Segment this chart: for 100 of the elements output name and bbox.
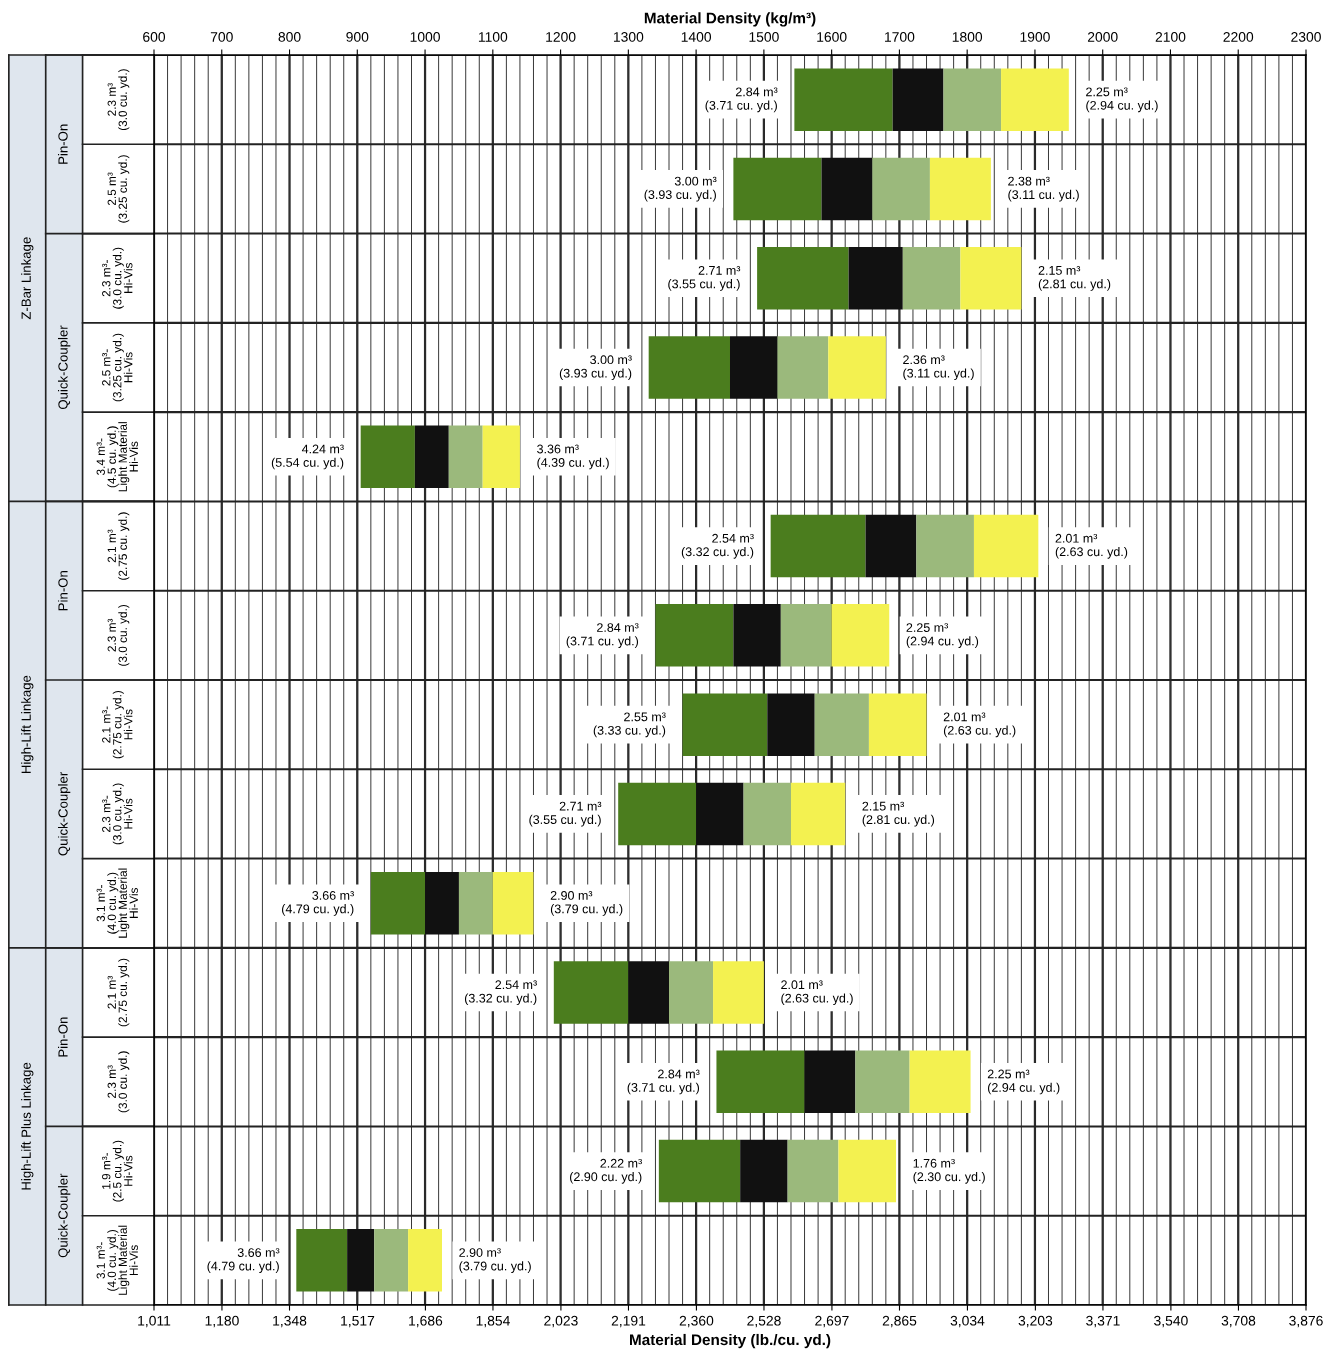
text: Quick-Coupler: [57, 1173, 71, 1258]
annotation: 2.25 m³ (2.94 cu. yd.): [906, 623, 979, 648]
bar: [658, 1139, 741, 1203]
x-tick-label: 900: [346, 32, 369, 42]
annotation: 2.55 m³ (3.33 cu. yd.): [593, 712, 666, 738]
bar: [973, 514, 1039, 578]
x-tick-label: 1400: [681, 32, 712, 42]
annotation: 2.71 m³ (3.55 cu. yd.): [668, 265, 741, 291]
text: Pin-On: [57, 1017, 68, 1057]
bar: [482, 425, 520, 489]
y-tick-label: 1.9 m³- (2.5 cu. yd.) Hi-Vis: [102, 1140, 133, 1202]
annotation: 2.84 m³ (3.71 cu. yd.): [627, 1069, 700, 1095]
x-tick-label: 1700: [885, 32, 915, 42]
bar: [682, 693, 768, 756]
annotation: 3.66 m³ (4.79 cu. yd.): [282, 890, 354, 916]
text: Pin-On: [57, 124, 68, 164]
y-tick-label: 2.3 m³ (3.0 cu. yd.): [107, 69, 130, 131]
bar: [713, 961, 764, 1024]
y-tick-label: 2.3 m³- (3.0 cu. yd.) Hi-Vis: [102, 783, 133, 845]
bar: [374, 1229, 409, 1292]
bar: [943, 68, 1002, 131]
x2-tick-label: 2,528: [747, 1315, 781, 1328]
annotation: 2.01 m³ (2.63 cu. yd.): [943, 712, 1016, 738]
annotation: 2.71 m³ (3.55 cu. yd.): [529, 801, 602, 827]
x2-axis-title: Material Density (lb./cu. yd.): [630, 1333, 831, 1349]
annotation: 2.84 m³ (3.71 cu. yd.): [705, 87, 778, 113]
bar: [733, 157, 822, 221]
x2-tick-label: 1,686: [409, 1315, 443, 1328]
bar: [669, 961, 714, 1024]
bar: [618, 782, 697, 846]
annotation: 3.00 m³ (3.93 cu. yd.): [559, 355, 632, 381]
bar: [696, 782, 744, 846]
annotation: 2.36 m³ (3.11 cu. yd.): [903, 355, 974, 381]
y-tick-label: 3.4 m³- (4.5 cu. yd.) Light Material Hi-Vis: [96, 422, 138, 492]
x-tick-label: 800: [278, 32, 301, 42]
bar: [408, 1229, 442, 1292]
y-tick-label: 3.1 m³- (4.0 cu. yd.) Light Material Hi-Vis: [96, 868, 138, 938]
x2-tick-label: 1,011: [138, 1315, 171, 1328]
x-tick-label: 1900: [1020, 32, 1050, 42]
bar: [492, 871, 534, 935]
bar: [716, 1050, 805, 1114]
bar: [828, 336, 886, 399]
x-tick-label: 2100: [1155, 32, 1186, 42]
annotation: 2.54 m³ (3.32 cu. yd.): [464, 980, 537, 1006]
x2-tick-label: 3,708: [1221, 1315, 1256, 1328]
y-tick-label: 2.1 m³ (2.75 cu. yd.): [107, 512, 130, 580]
x2-tick-label: 3,876: [1289, 1315, 1323, 1328]
bar: [960, 246, 1022, 310]
bar: [821, 157, 873, 221]
bar: [655, 604, 734, 667]
bar: [360, 425, 415, 489]
bar: [458, 871, 493, 935]
x2-tick-label: 2,191: [611, 1315, 646, 1328]
bar: [648, 336, 730, 399]
annotation: 2.01 m³ (2.63 cu. yd.): [1055, 533, 1128, 559]
x-tick-label: 1300: [613, 32, 644, 42]
bar: [855, 1050, 910, 1114]
text: Z-Bar Linkage: [21, 237, 34, 320]
x-tick-label: 1000: [410, 32, 440, 42]
bar: [831, 604, 890, 667]
y-tick-label: 2.5 m³- (3.25 cu. yd.) Hi-Vis: [102, 333, 133, 402]
bar: [892, 68, 944, 131]
annotation: 3.00 m³ (3.93 cu. yd.): [644, 176, 717, 202]
bar: [790, 782, 846, 846]
bar: [730, 336, 778, 399]
bar: [425, 871, 459, 935]
x-tick-label: 700: [210, 32, 233, 42]
x-tick-label: 2000: [1087, 32, 1118, 42]
annotation: 2.01 m³ (2.63 cu. yd.): [781, 980, 853, 1006]
x-axis-title: Material Density (kg/m³): [644, 12, 816, 27]
bar: [370, 871, 426, 935]
x-tick-label: 1600: [817, 32, 847, 42]
text: High-Lift Plus Linkage: [21, 1062, 34, 1190]
annotation: 3.66 m³ (4.79 cu. yd.): [207, 1248, 280, 1273]
bar: [780, 604, 832, 667]
y-tick-label: 2.3 m³ (3.0 cu. yd.): [107, 1051, 130, 1113]
text: Pin-On: [57, 571, 68, 611]
x2-tick-label: 2,360: [679, 1315, 714, 1328]
annotation: 1.76 m³ (2.30 cu. yd.): [913, 1158, 985, 1184]
x2-tick-label: 2,697: [815, 1315, 849, 1328]
bar: [767, 693, 815, 756]
bar: [814, 693, 869, 756]
x2-tick-label: 1,517: [341, 1315, 375, 1328]
annotation: 2.15 m³ (2.81 cu. yd.): [1038, 265, 1111, 291]
text: High-Lift Linkage: [21, 675, 34, 774]
y-tick-label: 2.1 m³ (2.75 cu. yd.): [107, 958, 130, 1027]
bar: [865, 514, 917, 578]
bar: [743, 782, 791, 846]
x-tick-label: 1500: [749, 32, 779, 42]
y-tick-label: 2.3 m³- (3.0 cu. yd.) Hi-Vis: [102, 247, 133, 309]
bar: [777, 336, 829, 399]
bar: [916, 514, 974, 578]
bar: [902, 246, 961, 310]
annotation: 2.25 m³ (2.94 cu. yd.): [1086, 87, 1158, 113]
text: Quick-Coupler: [57, 771, 71, 856]
x2-tick-label: 2,023: [544, 1315, 578, 1328]
annotation: 2.54 m³ (3.32 cu. yd.): [681, 533, 754, 559]
bar: [296, 1229, 348, 1292]
x2-tick-label: 3,540: [1154, 1315, 1188, 1328]
bar: [448, 425, 483, 489]
